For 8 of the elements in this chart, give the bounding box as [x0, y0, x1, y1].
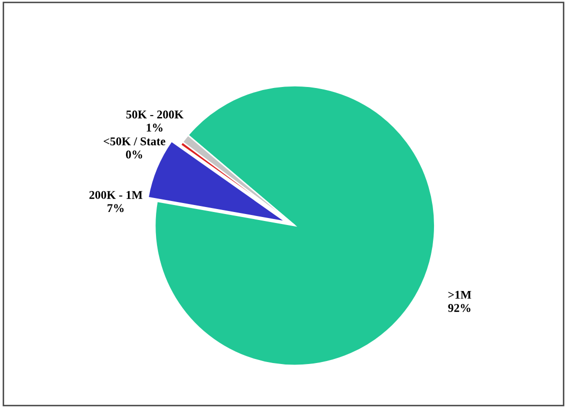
data-label: 7%	[108, 204, 124, 212]
data-label: 92%	[448, 304, 470, 312]
slice-label: 50K - 200K	[126, 110, 184, 118]
data-label: 1%	[146, 124, 162, 132]
slice-label: >1M	[448, 290, 472, 299]
data-label: 0%	[126, 150, 142, 159]
slice-label: <50K / State	[104, 137, 166, 146]
slice-label: 200K - 1M	[89, 190, 142, 199]
